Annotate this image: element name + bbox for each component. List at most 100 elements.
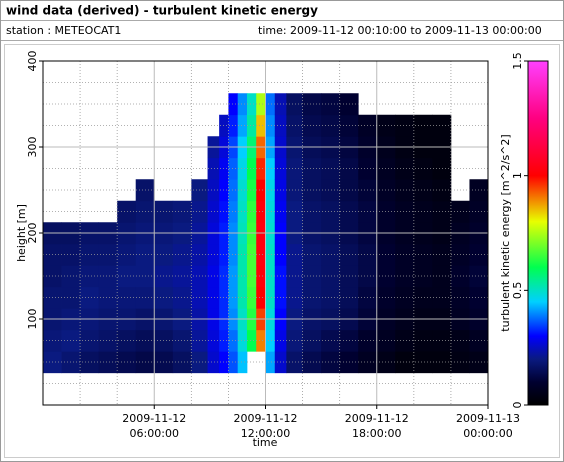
y-tick-label: 300	[26, 137, 39, 158]
heatmap-cell	[256, 200, 266, 223]
heatmap-cell	[237, 286, 248, 309]
heatmap-cell	[376, 200, 396, 223]
heatmap-cell	[207, 157, 220, 180]
colorbar-tick-label: 0	[511, 402, 524, 409]
heatmap-cell	[265, 93, 276, 116]
heatmap-cell	[98, 286, 118, 309]
heatmap-cell	[395, 157, 415, 180]
heatmap-cell	[172, 329, 192, 352]
x-axis-label: time	[253, 436, 278, 449]
heatmap-cell	[80, 286, 100, 309]
heatmap-cell	[302, 114, 322, 137]
heatmap-cell	[302, 265, 322, 288]
heatmap-cell	[286, 351, 303, 374]
heatmap-cell	[302, 286, 322, 309]
heatmap-cell	[98, 265, 118, 288]
heatmap-cell	[413, 265, 433, 288]
heatmap-cell	[286, 243, 303, 266]
heatmap-cell	[207, 351, 220, 374]
heatmap-cell	[376, 179, 396, 202]
heatmap-cell	[256, 114, 266, 137]
heatmap-cell	[432, 265, 452, 288]
heatmap-cell	[432, 351, 452, 374]
heatmap-cell	[265, 329, 276, 352]
heatmap-cell	[413, 243, 433, 266]
heatmap-cell	[432, 243, 452, 266]
heatmap-cell	[413, 286, 433, 309]
heatmap-cell	[413, 179, 433, 202]
heatmap-cell	[237, 157, 248, 180]
plot-border	[42, 60, 489, 406]
heatmap-cell	[302, 243, 322, 266]
heatmap-cell	[237, 114, 248, 137]
heatmap-cell	[228, 114, 239, 137]
heatmap-cell	[228, 243, 239, 266]
heatmap-cell	[117, 200, 137, 223]
heatmap-cell	[321, 157, 341, 180]
heatmap-cell	[228, 200, 239, 223]
heatmap-cell	[246, 114, 257, 137]
y-tick-label: 400	[26, 51, 39, 72]
heatmap-cell	[80, 265, 100, 288]
heatmap-cell	[265, 265, 276, 288]
heatmap-cell	[321, 329, 341, 352]
heatmap-cell	[321, 286, 341, 309]
heatmap-cell	[172, 351, 192, 374]
heatmap-cell	[376, 157, 396, 180]
colorbar-tick-label: 0.5	[511, 282, 524, 300]
heatmap-cell	[80, 329, 100, 352]
station: station : METEOCAT1	[6, 24, 121, 37]
x-tick-label: 2009-11-12 12:00:00	[234, 412, 298, 440]
heatmap-cell	[207, 265, 220, 288]
heatmap-cell	[302, 179, 322, 202]
chart-frame	[4, 44, 560, 458]
heatmap-cell	[413, 157, 433, 180]
heatmap-cell	[286, 114, 303, 137]
heatmap-cell	[237, 243, 248, 266]
heatmap-cell	[302, 157, 322, 180]
colorbar	[527, 60, 549, 406]
heatmap-cell	[321, 179, 341, 202]
heatmap-cell	[117, 351, 137, 374]
heatmap-cell	[432, 286, 452, 309]
heatmap-cell	[302, 351, 322, 374]
heatmap-cell	[432, 157, 452, 180]
heatmap-cell	[321, 351, 341, 374]
heatmap-cell	[265, 286, 276, 309]
heatmap-cell	[265, 243, 276, 266]
heatmap-cell	[172, 286, 192, 309]
heatmap-cell	[246, 179, 257, 202]
heatmap-cell	[172, 265, 192, 288]
heatmap-cell	[246, 200, 257, 223]
heatmap-cell	[98, 351, 118, 374]
x-tick-label: 2009-11-12 18:00:00	[345, 412, 409, 440]
heatmap-cell	[413, 351, 433, 374]
heatmap-cell	[286, 265, 303, 288]
heatmap-cell	[256, 243, 266, 266]
x-tick-label: 2009-11-12 06:00:00	[122, 412, 186, 440]
heatmap-cell	[117, 286, 137, 309]
heatmap-cell	[237, 93, 248, 116]
heatmap-cell	[256, 93, 266, 116]
heatmap-cell	[256, 179, 266, 202]
heatmap-cell	[228, 286, 239, 309]
heatmap-cell	[207, 179, 220, 202]
heatmap-cell	[207, 286, 220, 309]
heatmap-cell	[286, 157, 303, 180]
y-tick-label: 100	[26, 309, 39, 330]
heatmap-cell	[395, 351, 415, 374]
heatmap-cell	[61, 265, 81, 288]
heatmap-cell	[286, 329, 303, 352]
heatmap-cell	[61, 351, 81, 374]
heatmap-cell	[228, 93, 239, 116]
heatmap-cell	[80, 351, 100, 374]
heatmap-cell	[286, 179, 303, 202]
colorbar-label: turbulent kinetic energy [m^2/s^2]	[499, 134, 512, 331]
heatmap-cell	[321, 200, 341, 223]
heatmap-cell	[395, 265, 415, 288]
heatmap-cell	[228, 265, 239, 288]
heatmap-cell	[395, 329, 415, 352]
heatmap-cell	[432, 329, 452, 352]
heatmap-cell	[207, 200, 220, 223]
heatmap-cell	[246, 93, 257, 116]
